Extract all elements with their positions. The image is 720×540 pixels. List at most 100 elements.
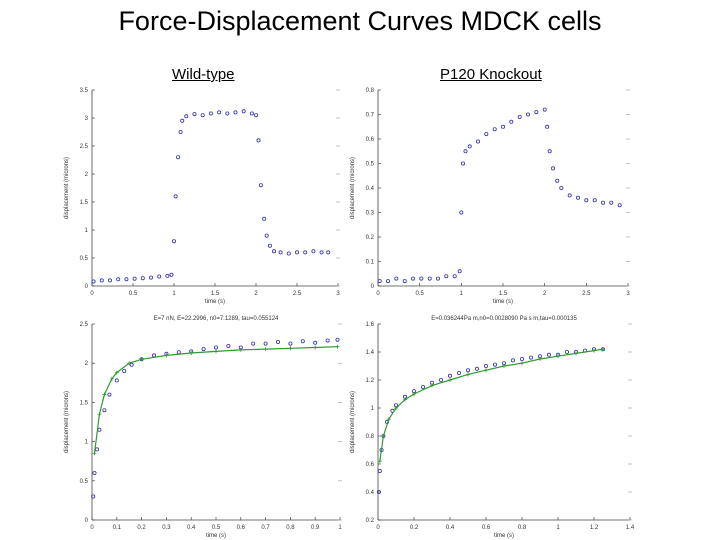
wt-fit-y-tick-label: 0.5 [80, 479, 89, 485]
ko-fit-y-tick-label: 1.4 [366, 350, 375, 356]
ko-step-data-point [617, 203, 622, 208]
wt-step-data-point [173, 194, 178, 199]
wt-step-data-point [132, 276, 137, 281]
wt-fit-x-tick-label: 0.4 [187, 525, 196, 531]
ko-fit-fit-point [592, 348, 596, 353]
wt-fit-fit-point [102, 392, 107, 397]
ko-fit-fit-point [538, 357, 542, 361]
ko-step-y-tick-label: 0.4 [366, 186, 375, 192]
ko-fit-data-point [438, 377, 443, 382]
wt-fit-data-point [201, 347, 206, 352]
wt-step-data-point [258, 183, 263, 188]
wt-fit-fit-line [93, 346, 338, 454]
wt-step-data-point [208, 111, 213, 116]
ko-fit-y-tick-label: 0.4 [366, 490, 375, 496]
ko-step-data-point [542, 107, 547, 112]
ko-fit-fit-point [394, 406, 398, 410]
ko-step-x-label: time (s) [493, 299, 513, 305]
ko-fit-fit-point [412, 392, 416, 396]
ko-fit-x-tick-label: 0.4 [446, 525, 455, 531]
wt-fit-data-point [91, 494, 96, 499]
ko-fit-fit-point [556, 354, 560, 359]
wt-fit-data-point [226, 343, 231, 348]
ko-step-x-tick-label: 2.5 [582, 291, 591, 297]
ko-fit-data-point [492, 362, 497, 367]
wt-fit-fit-point [313, 345, 318, 350]
ko-fit-x-tick-label: 0.8 [518, 525, 527, 531]
ko-fit-data-point [529, 355, 534, 360]
ko-step-y-tick-label: 0.6 [366, 137, 375, 143]
ko-fit-x-tick-label: 0.6 [482, 525, 491, 531]
wt-step-data-point [233, 110, 238, 115]
wt-step-data-point [171, 239, 176, 244]
ko-step-data-point [452, 274, 457, 279]
wt-fit-title: E=7 nN, E=22.2996, n0=7.1289, tau=0.0551… [154, 316, 279, 322]
wt-step-data-point [178, 129, 183, 134]
ko-fit-fit-point [466, 372, 470, 377]
ko-step-y-tick-label: 0.3 [366, 211, 375, 217]
ko-fit-data-point [447, 373, 452, 378]
wt-step-data-point [124, 277, 129, 282]
ko-step-data-point [592, 198, 597, 203]
ko-step-x-tick-label: 2 [543, 291, 547, 297]
ko-fit-data-point [474, 366, 479, 371]
wt-fit-data-point [114, 378, 119, 383]
ko-fit-data-point [483, 363, 488, 368]
wt-step-data-point [326, 250, 331, 255]
ko-fit-data-point [465, 368, 470, 373]
wt-fit-data-point [151, 353, 156, 358]
ko-step-data-point [601, 200, 606, 205]
ko-step-x-tick-label: 3 [626, 291, 630, 297]
wt-fit-data-point [97, 427, 102, 432]
wt-step-x-tick-label: 3 [336, 291, 340, 297]
wt-step-y-tick-label: 0 [85, 284, 89, 290]
ko-step-data-point [427, 276, 432, 281]
wt-fit-data-point [263, 341, 268, 346]
wt-fit-data-point [122, 368, 127, 373]
ko-fit-data-point [376, 489, 381, 494]
wt-step-data-point [286, 251, 291, 256]
ko-fit-data-point [520, 356, 525, 361]
wt-fit-data-point [92, 470, 97, 475]
ko-fit-fit-point [377, 459, 382, 464]
wt-step-y-tick-label: 3.5 [80, 88, 89, 94]
wt-fit-fit-point [189, 351, 194, 356]
wt-step-x-label: time (s) [205, 299, 225, 305]
ko-fit-data-point [547, 352, 552, 357]
ko-step-data-point [475, 139, 480, 144]
wt-step-data-point [192, 112, 197, 117]
wt-fit-data-point [102, 408, 107, 413]
wt-step-data-point [184, 114, 189, 119]
wt-step-data-point [140, 276, 145, 281]
ko-step-data-point [435, 276, 440, 281]
wt-step-data-point [108, 278, 113, 283]
wt-fit-y-tick-label: 2 [85, 361, 89, 367]
wt-step-x-tick-label: 1.5 [211, 291, 220, 297]
ko-fit-x-tick-label: 1.4 [626, 525, 635, 531]
ko-step-y-tick-label: 0.7 [366, 113, 375, 119]
ko-step-data-point [517, 115, 522, 120]
ko-step-data-point [551, 166, 556, 171]
ko-fit-fit-line [379, 348, 604, 462]
wt-fit-fit-point [127, 361, 132, 366]
ko-step-data-point [500, 124, 505, 129]
wt-fit-data-point [325, 338, 330, 343]
ko-step-data-point [576, 195, 581, 200]
p120-knockout-label: P120 Knockout [440, 66, 542, 83]
wt-step-data-point [200, 113, 205, 118]
ko-step-data-point [555, 178, 560, 183]
ko-step-data-point [567, 193, 572, 198]
wt-fit-x-tick-label: 0.8 [286, 525, 295, 531]
ko-step-data-point [419, 276, 424, 281]
wt-fit-y-tick-label: 2.5 [80, 322, 89, 328]
wt-step-data-point [116, 277, 121, 282]
wt-fit-y-tick-label: 1 [85, 440, 89, 446]
wt-step-x-tick-label: 1 [172, 291, 176, 297]
wild-type-label: Wild-type [172, 66, 235, 83]
wt-step-y-label: displacement (microns) [64, 157, 70, 219]
wt-fit-x-tick-label: 0.2 [137, 525, 146, 531]
wt-step-y-tick-label: 0.5 [80, 256, 89, 262]
ko-fit-fit-point [403, 397, 407, 402]
slide-title: Force-Displacement Curves MDCK cells [118, 6, 602, 36]
ko-fit-y-tick-label: 0.8 [366, 434, 375, 440]
